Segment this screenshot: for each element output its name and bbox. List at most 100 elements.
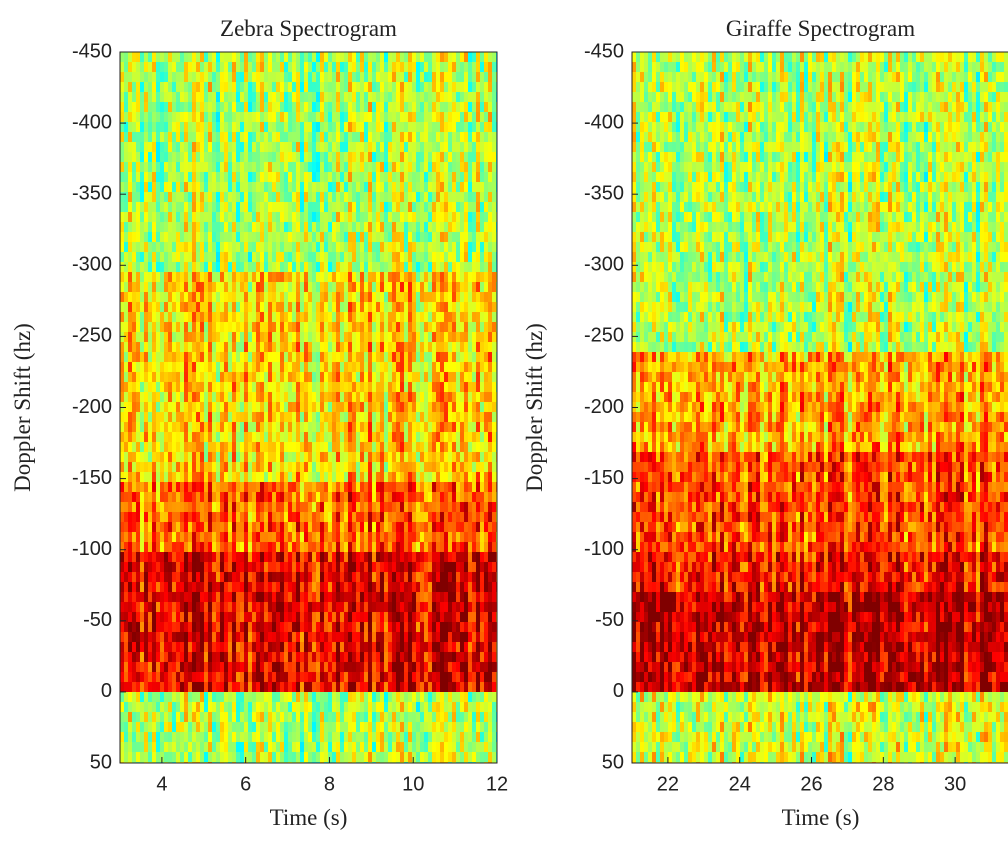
spectrogram-cell — [344, 282, 349, 293]
spectrogram-cell — [292, 172, 297, 183]
spectrogram-cell — [328, 472, 333, 483]
spectrogram-cell — [176, 382, 181, 393]
spectrogram-cell — [348, 342, 353, 353]
spectrogram-cell — [168, 182, 173, 193]
spectrogram-cell — [224, 132, 229, 143]
spectrogram-cell — [268, 222, 273, 233]
spectrogram-cell — [228, 102, 233, 113]
spectrogram-cell — [296, 542, 301, 553]
spectrogram-cell — [376, 702, 381, 713]
spectrogram-cell — [300, 552, 305, 563]
spectrogram-cell — [384, 262, 389, 273]
spectrogram-cell — [272, 262, 277, 273]
spectrogram-cell — [292, 642, 297, 653]
spectrogram-cell — [220, 662, 225, 673]
spectrogram-cell — [152, 762, 157, 773]
spectrogram-cell — [132, 652, 137, 663]
spectrogram-cell — [320, 472, 325, 483]
spectrogram-cell — [128, 492, 133, 503]
spectrogram-cell — [380, 662, 385, 673]
spectrogram-cell — [320, 252, 325, 263]
spectrogram-cell — [280, 602, 285, 613]
spectrogram-cell — [244, 122, 249, 133]
spectrogram-cell — [304, 172, 309, 183]
spectrogram-cell — [268, 162, 273, 173]
spectrogram-cell — [176, 92, 181, 103]
spectrogram-cell — [324, 202, 329, 213]
spectrogram-cell — [120, 242, 125, 253]
spectrogram-cell — [160, 532, 165, 543]
spectrogram-cell — [120, 532, 125, 543]
spectrogram-cell — [356, 112, 361, 123]
spectrogram-cell — [132, 622, 137, 633]
spectrogram-cell — [120, 192, 125, 203]
spectrogram-cell — [352, 232, 357, 243]
spectrogram-cell — [328, 572, 333, 583]
spectrogram-cell — [280, 572, 285, 583]
spectrogram-cell — [296, 302, 301, 313]
spectrogram-cell — [372, 722, 377, 733]
spectrogram-cell — [380, 402, 385, 413]
spectrogram-cell — [232, 352, 237, 363]
spectrogram-cell — [316, 712, 321, 723]
spectrogram-cell — [248, 232, 253, 243]
spectrogram-cell — [304, 412, 309, 423]
spectrogram-cell — [392, 642, 397, 653]
spectrogram-cell — [240, 182, 245, 193]
spectrogram-cell — [272, 402, 277, 413]
spectrogram-cell — [228, 492, 233, 503]
spectrogram-cell — [164, 112, 169, 123]
spectrogram-cell — [284, 512, 289, 523]
spectrogram-cell — [300, 652, 305, 663]
spectrogram-cell — [256, 442, 261, 453]
spectrogram-cell — [376, 322, 381, 333]
spectrogram-cell — [364, 402, 369, 413]
spectrogram-cell — [284, 442, 289, 453]
spectrogram-cell — [308, 102, 313, 113]
spectrogram-cell — [380, 312, 385, 323]
spectrogram-cell — [316, 672, 321, 683]
spectrogram-cell — [264, 692, 269, 703]
spectrogram-cell — [204, 372, 209, 383]
spectrogram-cell — [124, 202, 129, 213]
spectrogram-cell — [272, 562, 277, 573]
spectrogram-cell — [280, 542, 285, 553]
spectrogram-cell — [140, 172, 145, 183]
spectrogram-cell — [252, 612, 257, 623]
spectrogram-cell — [144, 442, 149, 453]
spectrogram-cell — [372, 332, 377, 343]
spectrogram-cell — [352, 122, 357, 133]
spectrogram-cell — [244, 112, 249, 123]
spectrogram-cell — [216, 292, 221, 303]
spectrogram-cell — [164, 572, 169, 583]
spectrogram-cell — [248, 762, 253, 773]
spectrogram-cell — [124, 442, 129, 453]
spectrogram-cell — [348, 732, 353, 743]
spectrogram-cell — [256, 272, 261, 283]
spectrogram-cell — [236, 242, 241, 253]
spectrogram-cell — [168, 102, 173, 113]
spectrogram-cell — [336, 592, 341, 603]
spectrogram-cell — [192, 592, 197, 603]
spectrogram-cell — [204, 452, 209, 463]
spectrogram-cell — [148, 352, 153, 363]
spectrogram-cell — [368, 612, 373, 623]
spectrogram-cell — [164, 472, 169, 483]
spectrogram-cell — [296, 632, 301, 643]
spectrogram-cell — [304, 582, 309, 593]
spectrogram-cell — [140, 702, 145, 713]
spectrogram-cell — [232, 502, 237, 513]
spectrogram-cell — [364, 652, 369, 663]
spectrogram-cell — [344, 652, 349, 663]
spectrogram-cell — [124, 242, 129, 253]
spectrogram-cell — [192, 392, 197, 403]
spectrogram-cell — [156, 372, 161, 383]
spectrogram-cell — [368, 512, 373, 523]
spectrogram-cell — [280, 392, 285, 403]
spectrogram-cell — [268, 172, 273, 183]
spectrogram-cell — [196, 342, 201, 353]
spectrogram-cell — [356, 672, 361, 683]
spectrogram-cell — [188, 692, 193, 703]
spectrogram-cell — [168, 592, 173, 603]
spectrogram-cell — [140, 272, 145, 283]
